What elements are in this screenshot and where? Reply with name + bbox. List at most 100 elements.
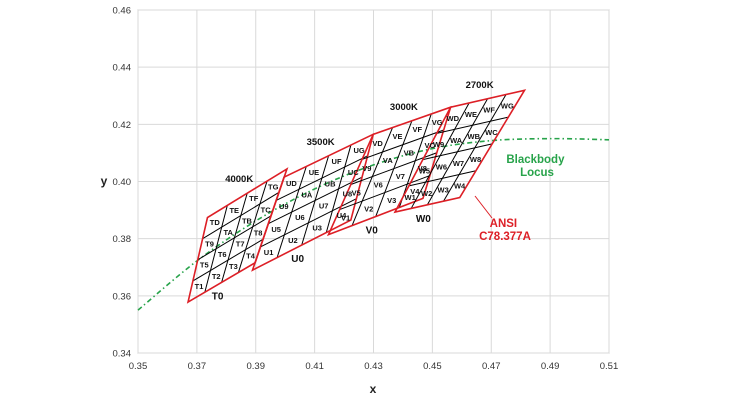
quadrangle-outline: [393, 89, 527, 214]
y-tick-label: 0.36: [113, 291, 132, 302]
bin-divider: [202, 191, 280, 240]
bin-label: VB: [404, 149, 415, 158]
bin-label: VA: [383, 156, 393, 165]
bin-divider: [436, 116, 509, 134]
bin-divider: [398, 113, 432, 208]
bin-divider: [237, 180, 268, 273]
bin-label: W3: [438, 185, 449, 194]
bin-label: WA: [450, 136, 463, 145]
bin-label: TA: [224, 228, 234, 237]
bin-label: T4: [246, 252, 256, 261]
y-tick-label: 0.34: [113, 349, 132, 360]
base-label: V0: [366, 226, 379, 237]
x-tick-label: 0.39: [247, 361, 266, 372]
bin-label: W6: [436, 163, 447, 172]
cct-label: 3000K: [390, 102, 418, 113]
bin-label: VG: [432, 118, 443, 127]
bin-divider: [275, 155, 368, 201]
y-tick-label: 0.44: [113, 63, 132, 74]
x-tick-label: 0.51: [600, 361, 619, 372]
y-tick-label: 0.38: [113, 234, 132, 245]
bin-label: VD: [372, 139, 383, 148]
bin-label: U8: [343, 190, 353, 199]
bin-label: WD: [447, 114, 460, 123]
bin-label: VE: [392, 132, 402, 141]
bin-label: W4: [454, 182, 466, 191]
base-label: U0: [291, 254, 304, 265]
bin-label: UA: [302, 191, 313, 200]
bin-divider: [361, 129, 444, 160]
bin-label: UE: [309, 168, 319, 177]
bin-divider: [197, 215, 272, 261]
y-tick-label: 0.46: [113, 6, 132, 17]
gridlines: [137, 9, 610, 354]
x-tick-label: 0.41: [305, 361, 324, 372]
bin-label: TD: [210, 218, 221, 227]
y-tick-label: 0.40: [113, 177, 132, 188]
bin-label: T2: [212, 272, 221, 281]
bin-label: WC: [485, 128, 498, 137]
bin-label: WG: [501, 101, 514, 110]
bin-label: V9: [362, 164, 371, 173]
cct-label: 3500K: [307, 137, 335, 148]
x-tick-label: 0.49: [541, 361, 560, 372]
bin-label: UB: [325, 179, 336, 188]
bin-label: T6: [218, 250, 227, 259]
bin-label: U5: [271, 225, 281, 234]
bin-label: T5: [200, 261, 209, 270]
bin-label: T7: [236, 239, 245, 248]
bin-label: U7: [319, 201, 329, 210]
quadrangle-w: [393, 89, 527, 214]
x-tick-label: 0.37: [188, 361, 207, 372]
x-tick-label: 0.43: [364, 361, 383, 372]
locus-layer: [137, 137, 610, 311]
quadrangle-layer: [186, 89, 527, 304]
x-tick-label: 0.45: [423, 361, 442, 372]
bin-divider: [443, 94, 507, 202]
bin-label: W8: [470, 155, 481, 164]
bin-label: U1: [264, 248, 274, 257]
bin-label: TE: [229, 206, 239, 215]
y-axis-title: y: [101, 174, 108, 188]
bin-label: W1: [405, 193, 416, 202]
bin-label: UD: [286, 179, 297, 188]
bin-divider: [325, 144, 352, 233]
axis-ticks: 0.35 0.37 0.39 0.41 0.43 0.45 0.47 0.49 0.51 0.34…: [113, 6, 619, 373]
bin-label: T8: [254, 229, 263, 238]
bin-label: V5: [352, 189, 361, 198]
bin-label: U6: [295, 213, 305, 222]
bin-label: V4: [410, 187, 420, 196]
bin-label: V1: [341, 213, 350, 222]
blackbody-locus-curve: [137, 137, 610, 311]
bin-label: W2: [421, 189, 432, 198]
bin-label: U4: [337, 211, 347, 220]
bin-label: U2: [288, 236, 298, 245]
bin-label: UC: [348, 168, 359, 177]
ansi-pointer: [474, 195, 493, 219]
bin-label: W9: [433, 140, 444, 149]
blackbody-locus-label: Blackbody Locus: [506, 154, 567, 179]
cct-label: 2700K: [466, 80, 494, 91]
label-layer: T1 T2 T3 T4 T5 T6 T7 T8 T9 TA TB TC TD TE TF TG 4000K T0 U…: [195, 80, 514, 303]
bin-label: V2: [364, 205, 373, 214]
ansi-label: ANSI C78.377A: [479, 218, 531, 243]
bin-label: V7: [396, 172, 405, 181]
bin-label: W7: [453, 159, 464, 168]
bin-divider: [350, 152, 437, 185]
bin-label: V6: [374, 180, 383, 189]
bin-label: T1: [195, 282, 204, 291]
bin-label: WB: [468, 132, 481, 141]
base-label: W0: [416, 214, 431, 225]
bin-label: U9: [279, 202, 289, 211]
bin-label: UG: [353, 146, 364, 155]
x-tick-label: 0.47: [482, 361, 501, 372]
bin-label: TF: [249, 194, 259, 203]
x-tick-label: 0.35: [129, 361, 148, 372]
bin-label: U3: [312, 223, 322, 232]
bin-label: VC: [425, 141, 436, 150]
bin-label: WE: [465, 110, 477, 119]
x-axis-title: x: [370, 382, 377, 396]
bin-divider: [422, 143, 493, 161]
base-label: T0: [212, 291, 224, 302]
bin-label: VF: [413, 125, 423, 134]
